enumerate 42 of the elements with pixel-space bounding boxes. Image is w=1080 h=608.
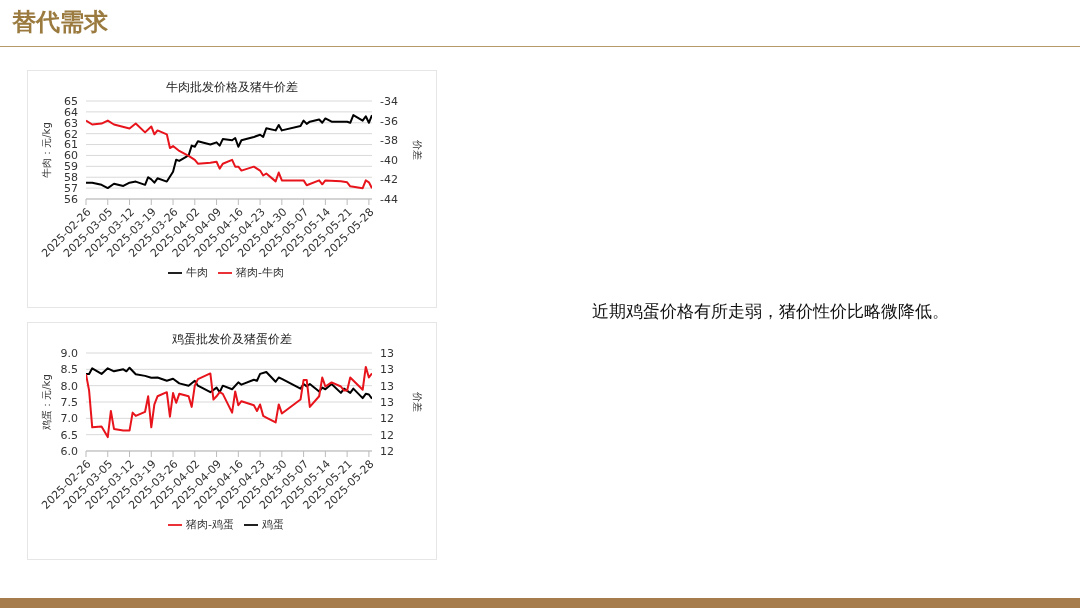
legend-label: 鸡蛋	[261, 518, 284, 531]
legend-label: 猪肉-牛肉	[236, 266, 284, 279]
line-series	[86, 366, 372, 400]
y2-tick-label: 12	[380, 412, 394, 426]
y2-tick-label: -40	[380, 153, 398, 167]
y-tick-label: 61	[64, 138, 78, 152]
y2-tick-label: -34	[380, 94, 398, 108]
legend-label: 牛肉	[186, 266, 208, 279]
y-tick-label: 8.5	[60, 363, 78, 377]
y-tick-label: 59	[64, 160, 78, 174]
y-tick-label: 65	[64, 94, 78, 108]
y2-tick-label: -38	[380, 134, 398, 148]
y2-tick-label: 13	[380, 379, 394, 393]
y-tick-label: 7.0	[60, 412, 78, 426]
y-tick-label: 7.5	[60, 395, 78, 409]
y-axis-title: 鸡蛋：元/kg	[40, 374, 52, 431]
y-axis-title: 牛肉：元/kg	[40, 122, 52, 178]
y-tick-label: 8.0	[60, 379, 78, 393]
y2-axis-title: 价差	[412, 391, 424, 412]
y-tick-label: 6.0	[60, 444, 78, 458]
text: 近期鸡蛋价格有所走弱，猪价性价比略微降低。	[590, 300, 950, 323]
legend-label: 猪肉-鸡蛋	[186, 518, 234, 531]
y2-tick-label: -44	[380, 192, 398, 206]
y-tick-label: 64	[64, 105, 78, 119]
y2-axis-title: 价差	[412, 139, 424, 160]
line-series	[86, 365, 372, 439]
y-tick-label: 6.5	[60, 428, 78, 442]
text: 替代需求	[12, 7, 108, 38]
y2-tick-label: 13	[380, 395, 394, 409]
y2-tick-label: 13	[380, 363, 394, 377]
y-tick-label: 60	[64, 149, 78, 163]
chart-title: 牛肉批发价格及猪牛价差	[165, 79, 299, 96]
chart-title: 鸡蛋批发价及猪蛋价差	[171, 331, 293, 348]
y2-tick-label: 12	[380, 428, 394, 442]
y-tick-label: 62	[64, 127, 78, 141]
y2-tick-label: -36	[380, 114, 398, 128]
y-tick-label: 9.0	[60, 346, 78, 360]
y-tick-label: 63	[64, 116, 78, 130]
y2-tick-label: 12	[380, 444, 394, 458]
y2-tick-label: 13	[380, 346, 394, 360]
y-tick-label: 58	[64, 171, 78, 185]
y2-tick-label: -42	[380, 173, 398, 187]
